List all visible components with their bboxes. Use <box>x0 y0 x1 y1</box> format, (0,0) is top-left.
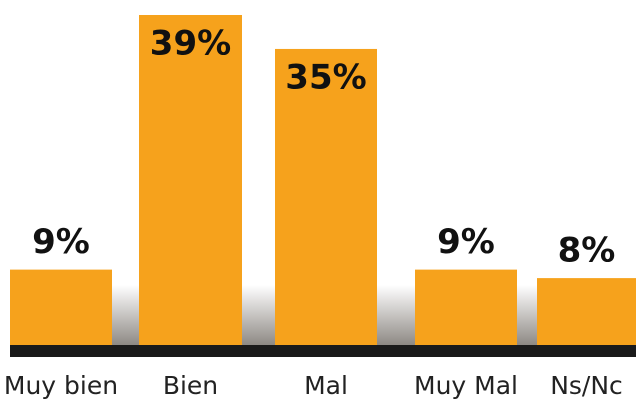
bar <box>10 269 112 346</box>
value-label: 39% <box>150 24 231 64</box>
x-tick-label: Muy Mal <box>414 371 518 400</box>
bar <box>275 48 377 346</box>
bar <box>415 269 517 346</box>
value-label: 9% <box>437 222 495 262</box>
x-tick-label: Muy bien <box>4 371 118 400</box>
x-tick-label: Mal <box>304 371 348 400</box>
value-label: 8% <box>558 231 616 271</box>
value-label: 35% <box>285 57 366 97</box>
x-tick-label: Ns/Nc <box>550 371 623 400</box>
x-tick-label: Bien <box>163 371 218 400</box>
baseline <box>10 345 636 357</box>
value-label: 9% <box>32 222 90 262</box>
bar <box>537 278 636 346</box>
bar <box>139 15 242 346</box>
